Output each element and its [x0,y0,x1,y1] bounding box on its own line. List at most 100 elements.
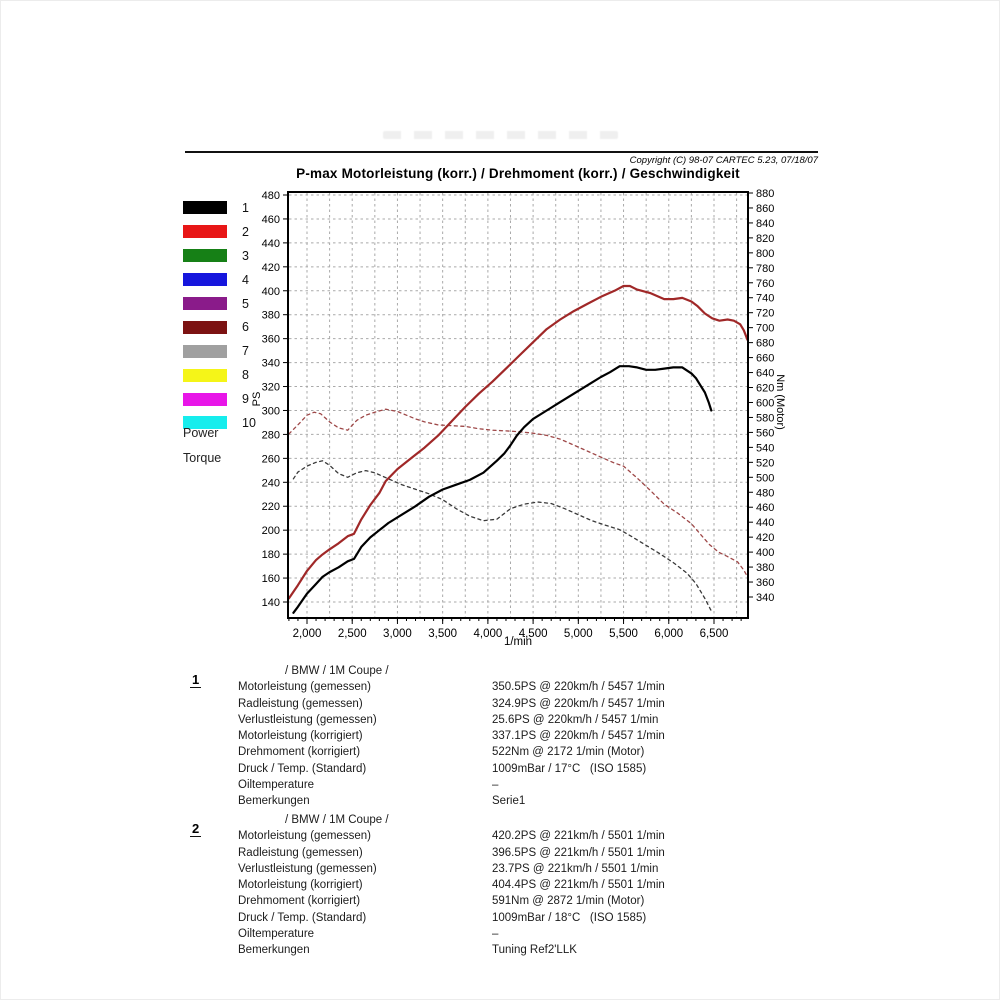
svg-text:220: 220 [262,501,280,513]
legend-item-label: 9 [242,392,249,407]
result-label: Verlustleistung (gemessen) [238,713,377,726]
svg-text:340: 340 [262,358,280,370]
legend-item-label: 6 [242,320,249,335]
legend-color-chip [183,416,227,430]
result-row: Verlustleistung (gemessen) 23.7PS @ 221km… [190,861,830,877]
result-row: Oiltemperature – [190,926,830,942]
svg-text:3,000: 3,000 [383,628,412,640]
svg-text:300: 300 [262,405,280,417]
curve-torque-tuned [288,408,748,578]
svg-text:680: 680 [756,338,774,350]
svg-text:780: 780 [756,263,774,275]
result-row: Motorleistung (gemessen) 350.5PS @ 220km/… [190,679,830,695]
svg-text:340: 340 [756,592,774,604]
result-label: Oiltemperature [238,779,315,792]
result-row: Bemerkungen Tuning Ref2'LLK [190,942,830,958]
svg-text:5,000: 5,000 [564,628,593,640]
legend-color-chip [183,392,227,406]
x-axis-title: 1/min [503,636,533,648]
svg-text:500: 500 [756,472,774,484]
result-row: Oiltemperature – [190,777,830,793]
svg-text:360: 360 [262,334,280,346]
result-value: 1009mBar / 18°C (ISO 1585) [492,911,647,924]
result-section-2: 2 / BMW / 1M Coupe / Motorleistung (geme… [190,812,830,959]
legend-item: 3 [183,244,273,268]
dyno-chart: 140 160 180 200 220 240 260 280 300 320 340 360 380 4… [262,188,775,640]
curve-power-tuned [288,284,748,600]
result-label: Oiltemperature [238,928,315,941]
result-row: Motorleistung (gemessen) 420.2PS @ 221km/… [190,828,830,844]
chart-title: P-max Motorleistung (korr.) / Drehmoment… [296,166,740,181]
result-row: Bemerkungen Serie1 [190,793,830,809]
legend-color-chip [183,344,227,358]
legend-item: 9 [183,387,273,411]
result-row: Druck / Temp. (Standard) 1009mBar / 17°C … [190,761,830,777]
legend-item: 1 [183,196,273,220]
legend-item: 8 [183,363,273,387]
vehicle-header: / BMW / 1M Coupe / [285,814,389,826]
faded-header-remnant [383,131,618,139]
legend-color-chip [183,201,227,215]
svg-text:520: 520 [756,457,774,469]
legend-item: 5 [183,292,273,316]
svg-text:400: 400 [262,286,280,298]
svg-text:640: 640 [756,368,774,380]
svg-text:560: 560 [756,427,774,439]
legend-item-label: 10 [242,415,256,430]
result-label: Drehmoment (korrigiert) [238,746,361,759]
result-row: Druck / Temp. (Standard) 1009mBar / 18°C … [190,910,830,926]
svg-text:480: 480 [756,487,774,499]
result-label: Radleistung (gemessen) [238,846,363,859]
result-value: – [492,779,499,792]
svg-text:6,500: 6,500 [700,628,729,640]
legend-item-label: 8 [242,368,249,383]
result-row: Motorleistung (korrigiert) 404.4PS @ 221k… [190,877,830,893]
legend-color-chip [183,273,227,287]
svg-text:880: 880 [756,188,774,200]
legend-item: 7 [183,339,273,363]
svg-text:800: 800 [756,248,774,260]
svg-text:600: 600 [756,397,774,409]
svg-text:280: 280 [262,429,280,441]
result-value: 337.1PS @ 220km/h / 5457 1/min [492,730,665,743]
svg-text:820: 820 [756,233,774,245]
svg-text:3,500: 3,500 [428,628,457,640]
section-number: 2 [190,821,202,837]
legend-item-label: 4 [242,272,249,287]
svg-text:440: 440 [262,238,280,250]
result-value: 350.5PS @ 220km/h / 5457 1/min [492,681,665,694]
svg-text:260: 260 [262,453,280,465]
curve-torque-stock [292,460,713,614]
result-value: – [492,928,499,941]
svg-text:420: 420 [262,262,280,274]
svg-text:360: 360 [756,577,774,589]
svg-text:420: 420 [756,532,774,544]
svg-text:400: 400 [756,547,774,559]
result-value: 324.9PS @ 220km/h / 5457 1/min [492,697,665,710]
legend-item-label: 5 [242,296,249,311]
svg-text:660: 660 [756,353,774,365]
result-row: Radleistung (gemessen) 396.5PS @ 221km/h … [190,845,830,861]
svg-text:5,500: 5,500 [609,628,638,640]
result-value: 522Nm @ 2172 1/min (Motor) [492,746,645,759]
result-value: 25.6PS @ 220km/h / 5457 1/min [492,713,659,726]
svg-text:740: 740 [756,293,774,305]
legend-item: 6 [183,315,273,339]
legend-item-label: 1 [242,200,249,215]
result-label: Radleistung (gemessen) [238,697,363,710]
legend-torque-label: Torque [183,451,222,465]
svg-text:860: 860 [756,203,774,215]
curve-power-stock [292,365,713,614]
svg-text:2,500: 2,500 [338,628,367,640]
result-label: Druck / Temp. (Standard) [238,911,367,924]
result-label: Bemerkungen [238,944,310,957]
copyright-text: Copyright (C) 98-07 CARTEC 5.23, 07/18/0… [629,155,818,166]
svg-text:760: 760 [756,278,774,290]
svg-text:460: 460 [756,502,774,514]
svg-text:4,000: 4,000 [473,628,502,640]
result-section-1: 1 / BMW / 1M Coupe / Motorleistung (geme… [190,663,830,810]
legend-item-label: 2 [242,224,249,239]
vehicle-header: / BMW / 1M Coupe / [285,665,389,677]
legend-color-chip [183,225,227,239]
result-value: Serie1 [492,795,526,808]
